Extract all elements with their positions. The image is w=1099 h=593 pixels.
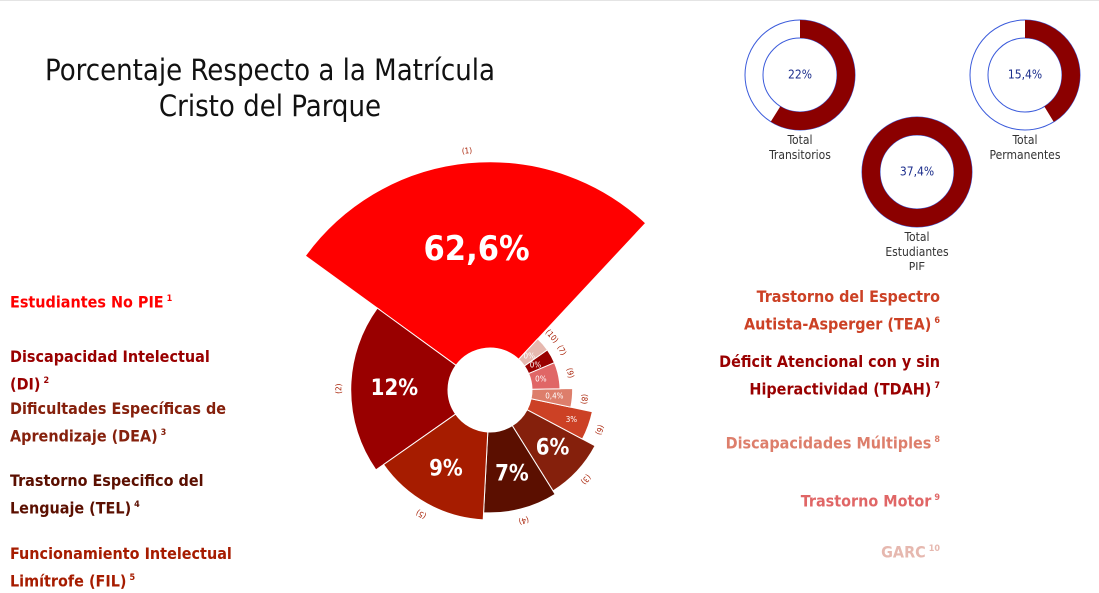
- legend-text: Estudiantes No PIE: [10, 292, 164, 312]
- legend-text: Trastorno Motor: [800, 491, 932, 511]
- legend-sup: 4: [134, 500, 140, 510]
- donut-label-box: Total Permanentes: [989, 133, 1061, 162]
- slice-number: (2): [334, 383, 343, 393]
- legend-item: Déficit Atencional con y sin Hiperactivi…: [700, 350, 940, 401]
- legend-item: Discapacidad Intelectual (DI) 2: [10, 345, 235, 396]
- slice-number: (8): [579, 394, 589, 405]
- legend-sup: 9: [934, 493, 940, 503]
- legend-text: GARC: [881, 542, 926, 562]
- legend-text: Trastorno Especifico del Lenguaje (TEL): [10, 471, 204, 518]
- legend-text: Discapacidad Intelectual (DI): [10, 347, 210, 394]
- donut-value: 22%: [788, 68, 812, 82]
- slice-number: (9): [565, 367, 576, 379]
- slice-number: (1): [461, 146, 472, 156]
- value-label: 0%: [530, 360, 542, 369]
- legend-sup: 1: [166, 294, 173, 304]
- legend-text: Trastorno del Espectro Autista-Asperger …: [744, 287, 940, 334]
- value-label: 9%: [429, 457, 463, 482]
- legend-text: Funcionamiento Intelectual Limítrofe (FI…: [10, 544, 232, 591]
- title-line: Cristo del Parque: [158, 89, 382, 123]
- legend-text: Dificultades Específicas de Aprendizaje …: [10, 399, 227, 446]
- legend-item: Funcionamiento Intelectual Limítrofe (FI…: [10, 542, 235, 593]
- donut-value: 37,4%: [900, 165, 934, 179]
- value-label: 0%: [535, 375, 547, 384]
- value-label: 12%: [371, 376, 419, 401]
- title-line: Porcentaje Respecto a la Matrícula: [45, 53, 495, 87]
- slice-number: (6): [594, 424, 606, 437]
- value-label: 3%: [566, 415, 578, 424]
- donut-arc: [745, 20, 855, 130]
- donut-arc: [862, 117, 972, 227]
- donut-arc: [970, 20, 1080, 130]
- legend-item: GARC 10: [700, 537, 940, 564]
- chart-title: Porcentaje Respecto a la Matrícula Crist…: [20, 52, 520, 124]
- slice-number: (7): [555, 344, 568, 357]
- slice-number: (4): [518, 515, 530, 526]
- legend-item: Dificultades Específicas de Aprendizaje …: [10, 397, 235, 448]
- legend-item: Discapacidades Múltiples 8: [700, 428, 940, 455]
- legend-sup: 2: [43, 376, 50, 386]
- top-rule: [0, 0, 1099, 4]
- legend-item: Trastorno Motor 9: [700, 486, 940, 513]
- legend-item: Estudiantes No PIE 1: [10, 287, 235, 314]
- donut-value: 15,4%: [1008, 68, 1042, 82]
- value-label: 0,4%: [545, 392, 563, 401]
- donut-label-box: Total Transitorios: [769, 133, 831, 162]
- donut-label: Total Estudiantes PIE: [885, 230, 949, 270]
- legend-text: Déficit Atencional con y sin Hiperactivi…: [719, 352, 940, 399]
- legend-text: Discapacidades Múltiples: [725, 433, 932, 453]
- legend-sup: 7: [934, 381, 940, 391]
- legend-sup: 10: [928, 544, 940, 554]
- value-label: 62,6%: [424, 229, 530, 269]
- donut-label: Total Transitorios: [769, 133, 831, 162]
- donut-label-box: Total Estudiantes PIE: [885, 230, 949, 270]
- legend-sup: 8: [934, 435, 940, 445]
- legend-item: Trastorno Especifico del Lenguaje (TEL) 4: [10, 469, 235, 520]
- slice-number: (3): [579, 473, 593, 487]
- value-label: 7%: [495, 462, 529, 487]
- value-label: 0%: [524, 351, 536, 360]
- legend-sup: 6: [934, 316, 940, 326]
- slice-number: (5): [414, 508, 427, 521]
- center-hole: [448, 348, 532, 432]
- legend-sup: 3: [160, 428, 167, 438]
- value-label: 6%: [536, 435, 570, 460]
- legend-item: Trastorno del Espectro Autista-Asperger …: [700, 285, 940, 336]
- slice-number: (10): [544, 328, 561, 345]
- donut-label: Total Permanentes: [989, 133, 1061, 162]
- legend-sup: 5: [129, 573, 136, 583]
